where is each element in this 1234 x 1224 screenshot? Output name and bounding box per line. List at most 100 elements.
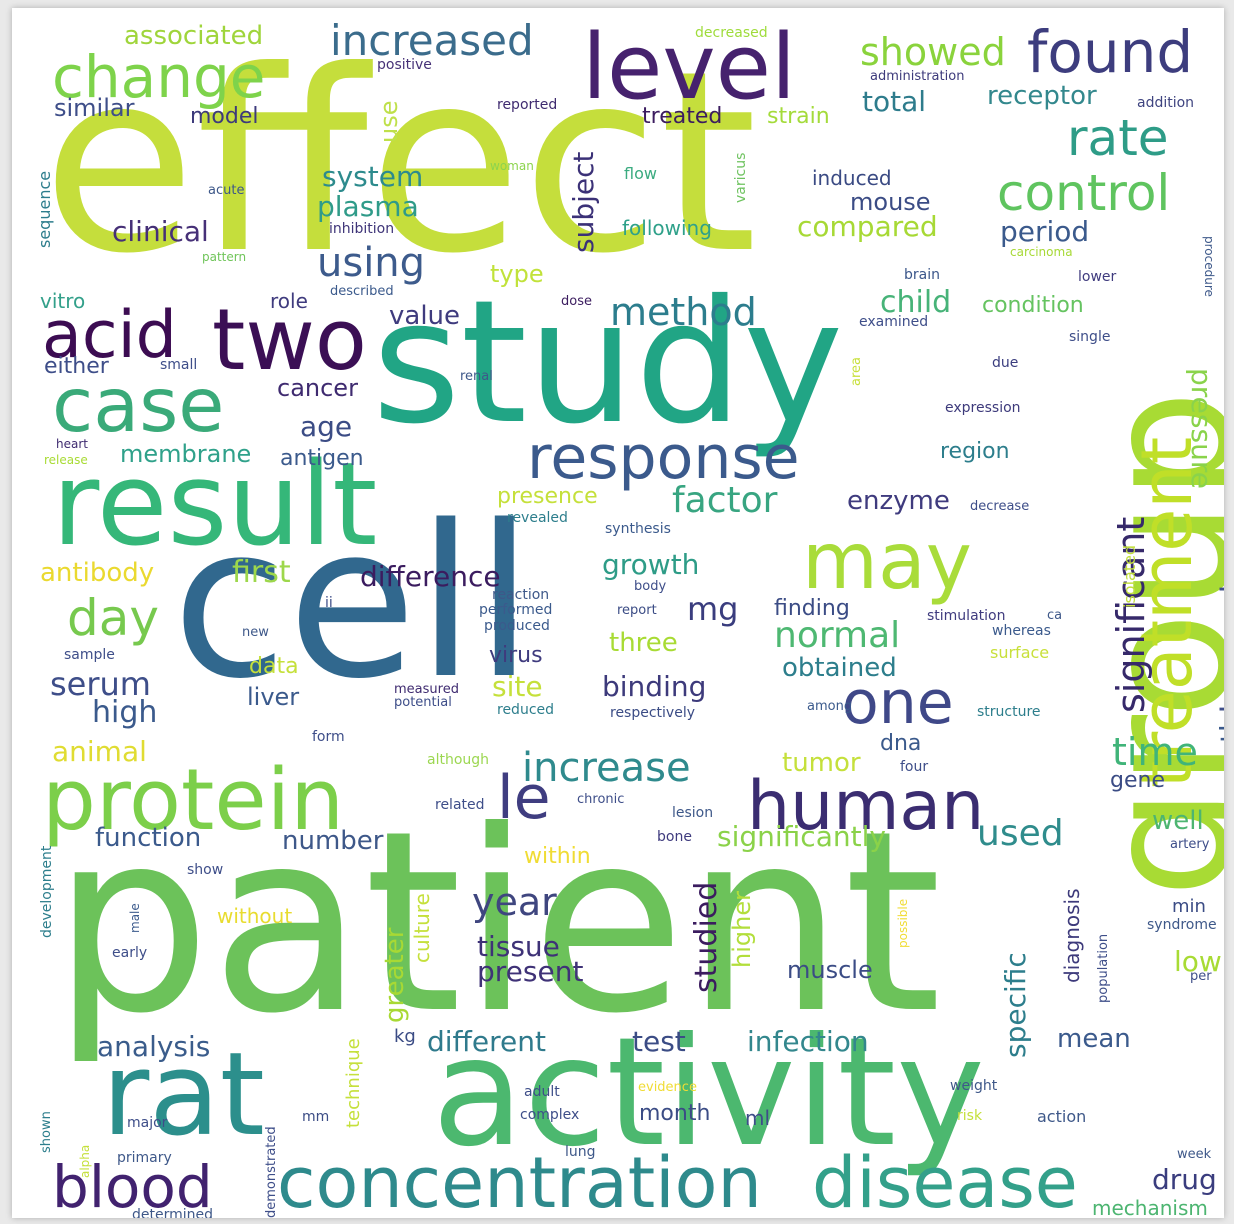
- word-although: although: [427, 752, 490, 768]
- word-synthesis: synthesis: [605, 521, 671, 537]
- word-measured: measured: [394, 682, 459, 697]
- word-cell: cell: [172, 480, 534, 725]
- word-control: control: [997, 164, 1171, 222]
- word-system: system: [322, 160, 424, 193]
- word-positive: positive: [377, 57, 432, 73]
- word-condition: condition: [982, 293, 1084, 318]
- word-show: show: [187, 862, 224, 878]
- word-possible: possible: [896, 898, 910, 948]
- word-potential: potential: [394, 695, 452, 710]
- word-release: release: [44, 453, 88, 467]
- word-using: using: [317, 240, 426, 286]
- word-site: site: [492, 670, 543, 703]
- word-cloud: effect patient cell study group activity resul…: [12, 8, 1224, 1218]
- word-use: use: [375, 100, 403, 143]
- word-concentration: concentration: [277, 1142, 762, 1218]
- word-performed: performed: [479, 602, 553, 618]
- word-varicus: varicus: [733, 152, 749, 203]
- word-alpha: alpha: [78, 1144, 92, 1178]
- word-syndrome: syndrome: [1147, 917, 1217, 933]
- word-new: new: [242, 625, 269, 640]
- word-within: within: [524, 844, 591, 869]
- word-difference: difference: [360, 560, 501, 593]
- word-mechanism: mechanism: [1092, 1196, 1208, 1218]
- word-one: one: [842, 668, 954, 738]
- word-chronic: chronic: [577, 792, 625, 807]
- word-administration: administration: [870, 69, 965, 84]
- word-protein: protein: [42, 751, 345, 850]
- word-weight: weight: [950, 1078, 998, 1094]
- word-artery: artery: [1170, 837, 1210, 852]
- word-small: small: [160, 357, 198, 373]
- word-disease: disease: [812, 1142, 1078, 1218]
- word-area: area: [849, 357, 864, 386]
- word-early: early: [112, 945, 148, 961]
- word-demonstrated: demonstrated: [264, 1126, 279, 1218]
- word-present: present: [477, 955, 584, 988]
- word-region: region: [940, 439, 1010, 464]
- word-higher: higher: [728, 891, 756, 968]
- word-year: year: [472, 880, 557, 924]
- word-stimulation: stimulation: [927, 608, 1006, 624]
- word-bone: bone: [657, 829, 692, 845]
- word-cancer: cancer: [277, 374, 358, 402]
- word-dose: dose: [561, 294, 592, 309]
- word-gene: gene: [1110, 768, 1165, 793]
- word-similar: similar: [54, 94, 135, 122]
- word-carcinoma: carcinoma: [1010, 245, 1073, 259]
- word-factor: factor: [672, 480, 778, 521]
- word-animal: animal: [52, 735, 147, 768]
- word-therapy: therapy: [1214, 634, 1224, 743]
- word-sequence: sequence: [35, 170, 54, 248]
- word-level: level: [582, 15, 797, 120]
- word-increased: increased: [330, 16, 534, 65]
- word-membrane: membrane: [120, 440, 252, 468]
- word-compared: compared: [797, 210, 938, 243]
- word-type: type: [490, 260, 544, 288]
- word-mg: mg: [687, 590, 739, 628]
- word-development: development: [39, 845, 55, 938]
- word-effect: effect: [42, 17, 758, 308]
- word-blood: blood: [52, 1153, 213, 1218]
- word-clinical: clinical: [112, 215, 209, 248]
- word-following: following: [622, 216, 712, 240]
- word-without: without: [217, 904, 293, 928]
- word-surface: surface: [990, 643, 1050, 662]
- word-expression: expression: [945, 400, 1021, 416]
- word-major: major: [127, 1115, 168, 1131]
- word-age: age: [300, 410, 353, 443]
- word-first: first: [232, 555, 291, 590]
- word-renal: renal: [460, 369, 493, 384]
- word-brain: brain: [904, 267, 940, 283]
- word-ml: ml: [745, 1106, 771, 1130]
- word-decreased: decreased: [695, 25, 768, 41]
- word-case: case: [52, 361, 225, 449]
- word-study: study: [372, 264, 844, 462]
- word-lower: lower: [1078, 269, 1117, 285]
- word-male: male: [128, 903, 142, 933]
- word-antibody: antibody: [40, 558, 155, 588]
- word-liver: liver: [247, 683, 300, 711]
- word-subject: subject: [567, 151, 600, 254]
- word-structure: structure: [977, 704, 1041, 720]
- word-described: described: [330, 284, 394, 299]
- word-report: report: [617, 603, 657, 618]
- word-reduced: reduced: [497, 702, 555, 718]
- word-shown: shown: [39, 1111, 54, 1153]
- word-adult: adult: [524, 1084, 560, 1100]
- word-strain: strain: [767, 104, 830, 129]
- word-form: form: [312, 729, 345, 745]
- word-normal: normal: [774, 615, 901, 656]
- word-receptor: receptor: [987, 81, 1097, 111]
- word-total: total: [862, 85, 927, 118]
- word-examined: examined: [859, 314, 929, 330]
- word-pattern: pattern: [202, 250, 247, 264]
- word-population: population: [1096, 933, 1111, 1003]
- word-growth: growth: [602, 548, 700, 581]
- word-analysis: analysis: [97, 1030, 211, 1063]
- word-either: either: [44, 354, 109, 379]
- word-serum: serum: [50, 665, 151, 703]
- word-rat: rat: [102, 1028, 265, 1162]
- word-model: model: [190, 104, 259, 129]
- word-evidence: evidence: [638, 1080, 697, 1095]
